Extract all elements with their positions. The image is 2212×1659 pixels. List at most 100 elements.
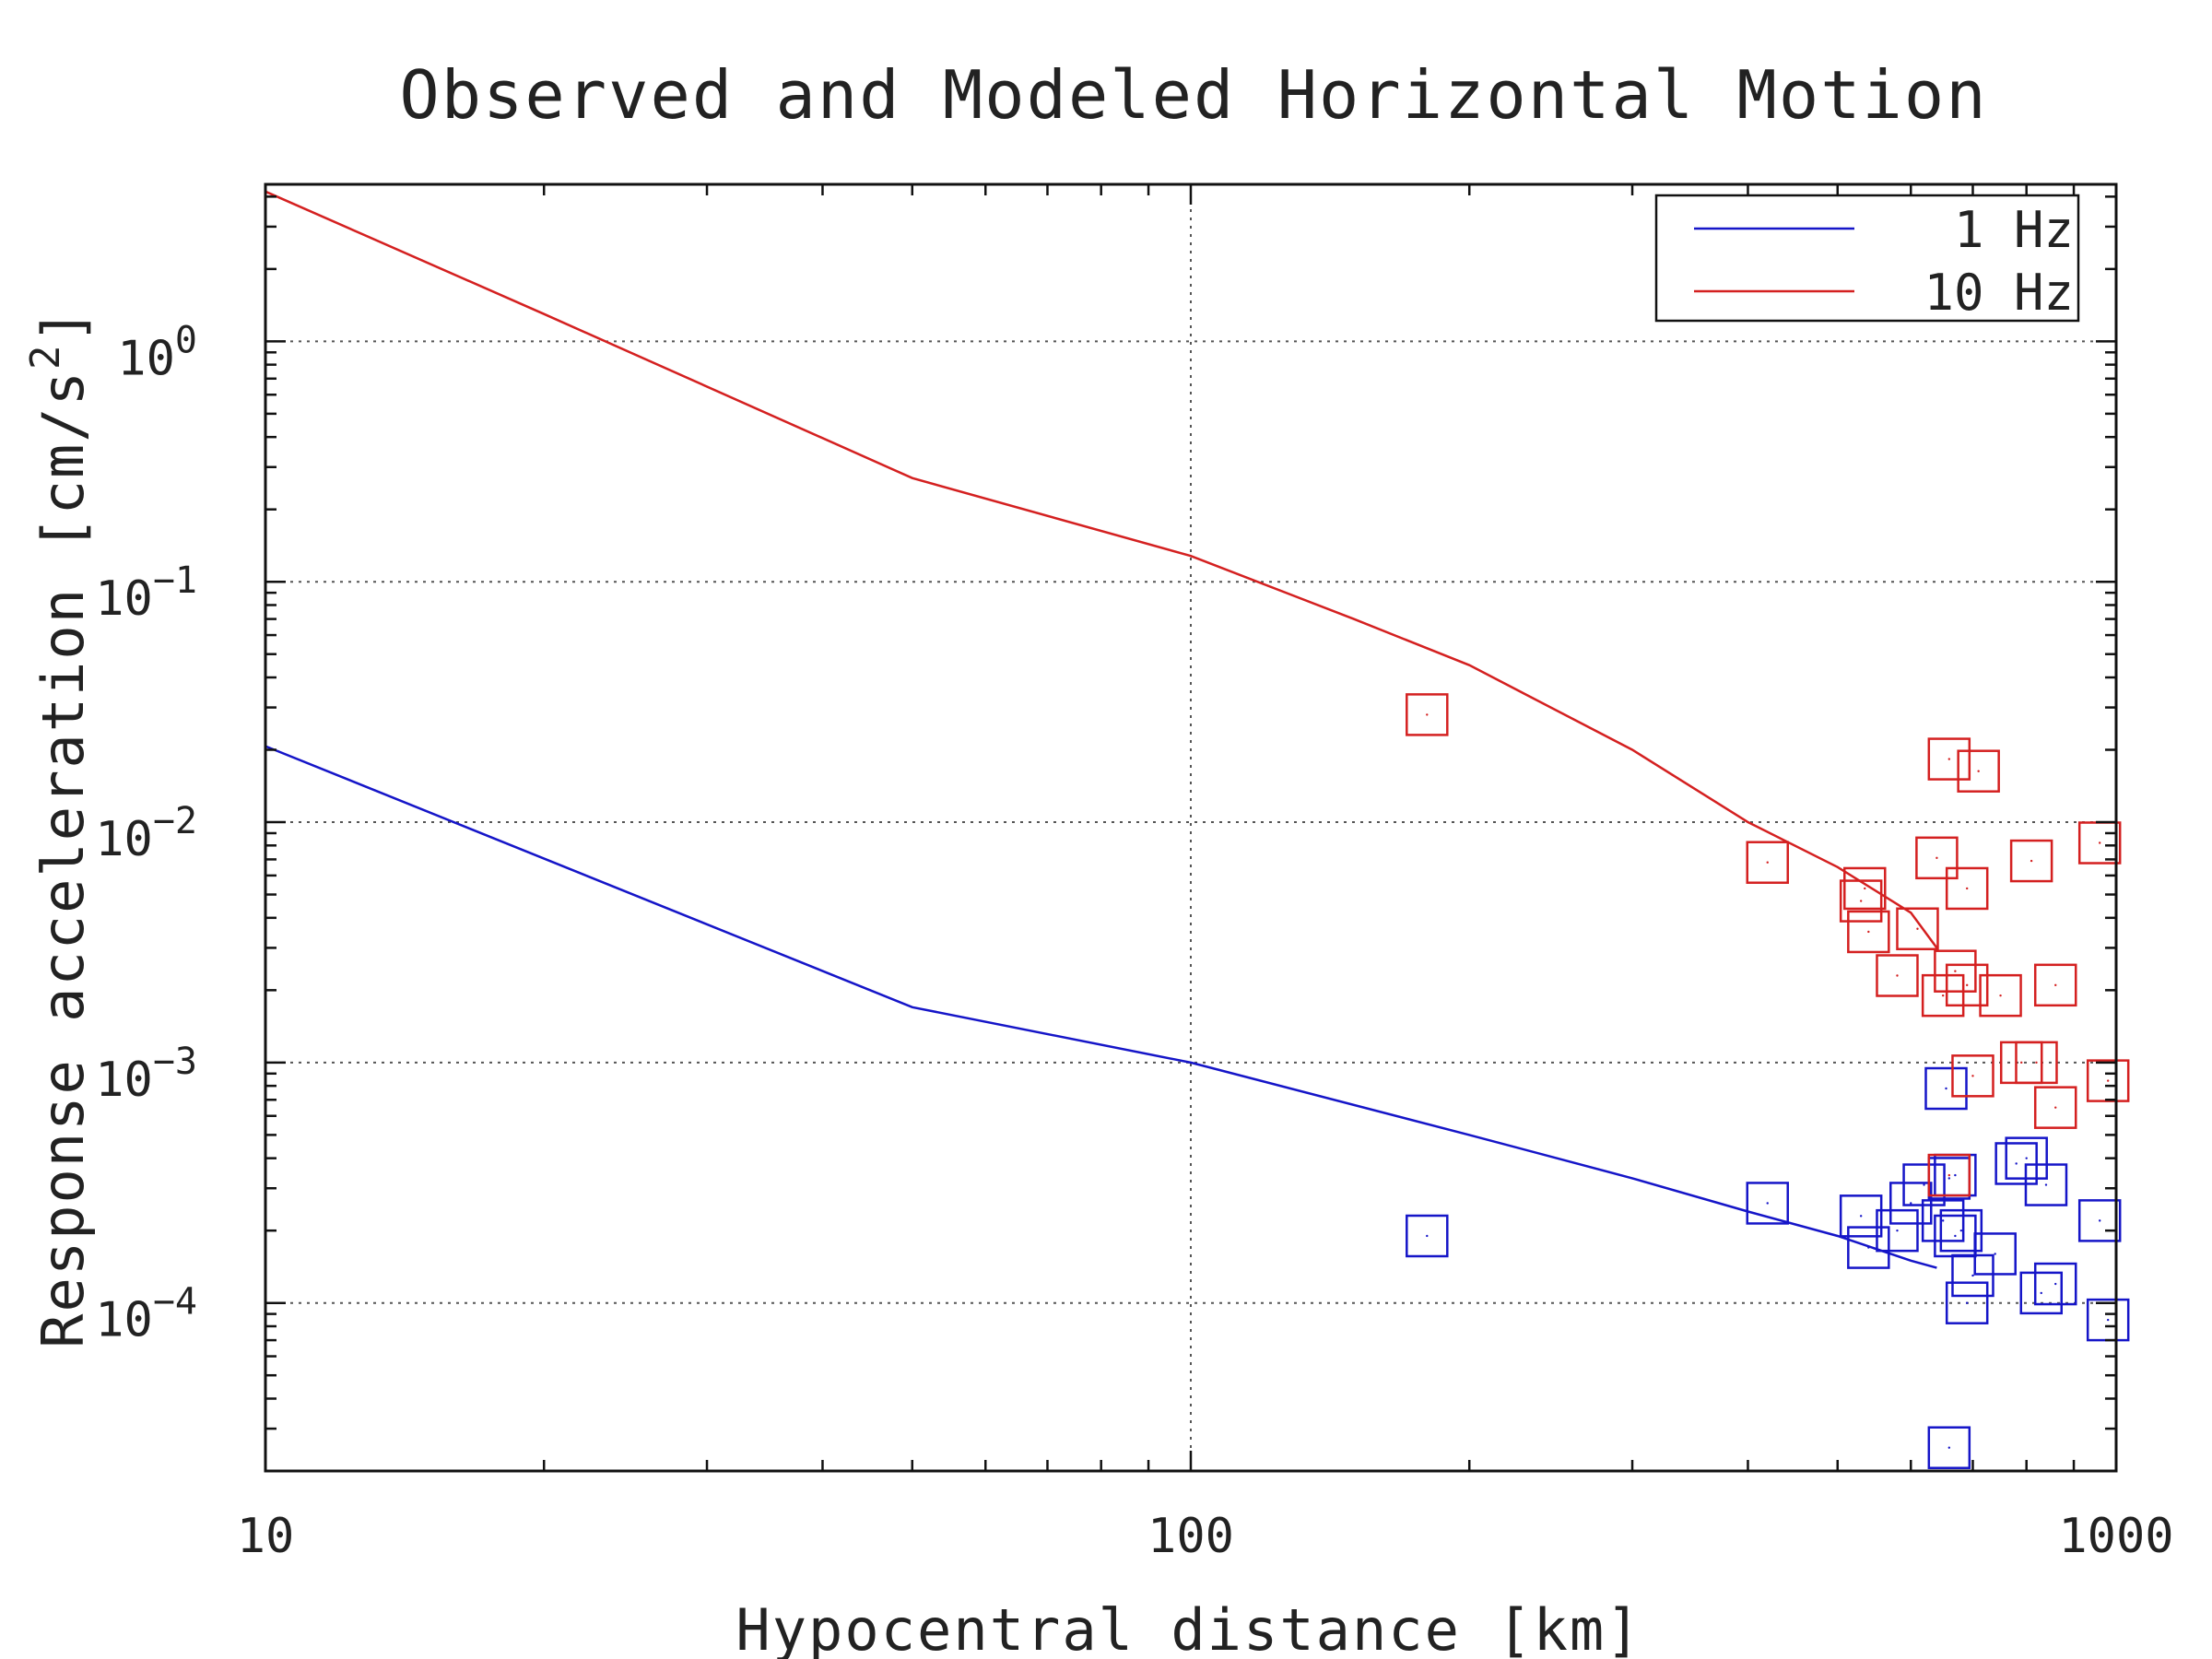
- data-point-10hz: [1957, 749, 2000, 793]
- y-axis-label-exponent: 2: [22, 343, 69, 370]
- data-point-center-1hz: [1945, 1087, 1947, 1090]
- data-point-center-1hz: [1994, 1253, 1996, 1255]
- data-point-center-10hz: [1896, 974, 1899, 977]
- data-point-center-1hz: [1426, 1234, 1429, 1238]
- data-point-center-1hz: [1867, 1246, 1870, 1249]
- data-point-center-10hz: [1867, 930, 1870, 934]
- data-point-1hz: [1902, 1163, 1946, 1206]
- data-point-center-1hz: [1947, 1177, 1951, 1180]
- legend-label-1hz: 1 Hz: [1954, 201, 2074, 259]
- data-point-1hz: [2033, 1262, 2077, 1306]
- data-point-1hz: [1951, 1253, 1994, 1298]
- data-point-center-10hz: [1999, 994, 2002, 997]
- data-point-center-10hz: [2106, 1079, 2110, 1082]
- data-point-10hz: [2009, 839, 2053, 883]
- y-tick-label-exponent: −1: [153, 559, 197, 602]
- data-point-10hz: [1843, 866, 1887, 911]
- data-point-10hz: [1945, 866, 1989, 911]
- data-point-center-10hz: [2020, 1061, 2023, 1065]
- data-point-10hz: [1945, 963, 1989, 1007]
- y-tick-label-base: 10: [95, 1053, 153, 1108]
- y-tick-label-base: 10: [117, 331, 175, 386]
- data-point-center-1hz: [1947, 1446, 1951, 1449]
- data-point-1hz: [1876, 1208, 1919, 1253]
- y-tick-label: 10−2: [95, 800, 197, 867]
- data-point-1hz: [1921, 1199, 1965, 1242]
- data-point-10hz: [1927, 737, 1971, 781]
- data-point-center-10hz: [1916, 927, 1919, 930]
- data-point-center-10hz: [1947, 758, 1951, 760]
- x-tick-label: 1000: [2058, 1509, 2173, 1564]
- data-point-center-1hz: [2015, 1162, 2018, 1165]
- y-tick-label-exponent: −2: [153, 800, 197, 842]
- x-tick-label: 100: [1147, 1509, 1234, 1564]
- data-point-10hz: [1979, 973, 2022, 1018]
- y-tick-label: 10−1: [95, 559, 197, 627]
- legend-box: [1654, 194, 2080, 323]
- data-point-10hz: [1406, 693, 1449, 736]
- data-point-1hz: [2077, 1199, 2122, 1242]
- y-tick-label-exponent: 0: [175, 319, 197, 361]
- y-axis-label: Response acceleration [cm/s2]: [22, 307, 97, 1348]
- y-axis-label-close: ]: [29, 307, 97, 343]
- data-point-center-1hz: [1896, 1229, 1899, 1232]
- data-point-center-10hz: [1971, 1075, 1974, 1077]
- data-point-1hz: [1406, 1214, 1449, 1258]
- data-point-center-1hz: [1859, 1215, 1863, 1218]
- data-point-10hz: [2033, 1086, 2077, 1129]
- data-point-center-1hz: [1910, 1202, 1912, 1205]
- x-tick-label: 10: [237, 1509, 295, 1564]
- data-point-10hz: [1839, 879, 1883, 923]
- y-tick-label-exponent: −4: [153, 1281, 197, 1324]
- data-point-10hz: [2086, 1059, 2130, 1102]
- data-point-1hz: [2019, 1271, 2064, 1315]
- data-point-1hz: [1973, 1232, 2017, 1276]
- data-point-10hz: [2015, 1041, 2058, 1085]
- data-point-center-10hz: [2054, 1106, 2057, 1109]
- data-point-center-1hz: [2044, 1183, 2048, 1186]
- data-point-1hz: [2024, 1163, 2068, 1206]
- series-line-1hz: [265, 745, 1937, 1269]
- data-point-1hz: [1746, 1182, 1789, 1225]
- data-point-10hz: [1876, 954, 1919, 997]
- data-point-center-10hz: [1936, 856, 1938, 860]
- data-point-center-10hz: [1966, 983, 1969, 987]
- data-point-center-10hz: [1864, 887, 1866, 890]
- x-axis-label: Hypocentral distance [km]: [735, 1596, 1641, 1659]
- data-point-1hz: [1927, 1426, 1971, 1469]
- data-point-center-1hz: [1766, 1202, 1769, 1205]
- plot-area: [265, 190, 2130, 1469]
- data-point-10hz: [1847, 910, 1890, 954]
- data-point-center-1hz: [2099, 1219, 2101, 1222]
- chart-title: Observed and Modeled Horizontal Motion: [399, 56, 1987, 134]
- data-point-10hz: [2033, 963, 2077, 1007]
- data-point-center-10hz: [1859, 900, 1863, 902]
- data-point-center-10hz: [2030, 859, 2033, 863]
- data-point-10hz: [1921, 973, 1965, 1018]
- data-point-1hz: [1945, 1281, 1989, 1324]
- data-point-center-10hz: [2099, 841, 2101, 844]
- data-point-center-10hz: [2035, 1061, 2038, 1065]
- y-tick-label-exponent: −3: [153, 1041, 197, 1083]
- data-point-center-10hz: [1954, 970, 1957, 972]
- data-point-10hz: [1915, 836, 1959, 880]
- data-point-10hz: [1746, 841, 1789, 884]
- data-point-center-10hz: [1941, 994, 1945, 997]
- data-point-center-1hz: [2040, 1291, 2042, 1295]
- data-point-1hz: [1939, 1208, 1983, 1253]
- data-point-center-1hz: [1923, 1183, 1925, 1186]
- data-point-center-10hz: [1947, 1173, 1951, 1177]
- data-point-center-1hz: [2054, 1282, 2057, 1286]
- data-point-10hz: [1951, 1054, 1994, 1098]
- data-point-center-1hz: [2025, 1157, 2028, 1159]
- data-point-1hz: [1924, 1066, 1968, 1111]
- legend-label-10hz: 10 Hz: [1924, 264, 2074, 322]
- data-point-1hz: [1889, 1182, 1933, 1225]
- data-point-center-10hz: [1966, 887, 1969, 890]
- data-point-center-1hz: [1954, 1173, 1957, 1177]
- y-axis-label-text: Response acceleration [cm/s: [29, 370, 97, 1348]
- data-point-center-1hz: [2106, 1318, 2110, 1322]
- data-point-center-10hz: [1426, 713, 1429, 716]
